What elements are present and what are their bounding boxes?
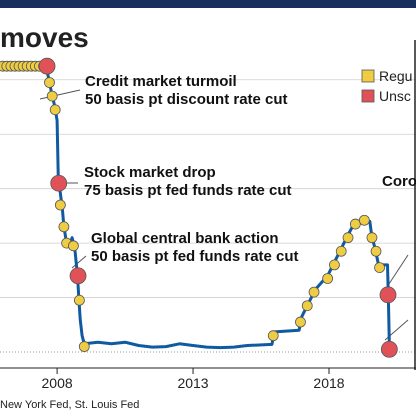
regular-cut-marker [73, 294, 85, 306]
annotation-text: Stock market drop [84, 164, 216, 181]
legend-label-regular: Regu [379, 68, 412, 84]
regular-cut-marker [342, 232, 354, 244]
regular-cut-marker [58, 221, 70, 233]
regular-cut-marker [54, 199, 66, 211]
source-note: New York Fed, St. Louis Fed [0, 399, 140, 411]
annotation-text: Credit market turmoil [85, 73, 237, 90]
regular-cut-marker [308, 286, 320, 298]
annotation-text: 50 basis pt fed funds rate cut [91, 248, 299, 265]
regular-cut-marker [370, 245, 382, 257]
regular-cut-marker [267, 330, 279, 342]
legend-swatch-regular [361, 69, 375, 83]
chart-title: moves [0, 22, 89, 53]
regular-cut-marker [46, 90, 58, 102]
regular-cut-marker [329, 259, 340, 271]
regular-cut-marker [44, 77, 55, 88]
regular-cut-marker [358, 214, 370, 226]
regular-cut-marker [366, 232, 378, 244]
regular-cut-marker [78, 341, 90, 352]
x-tick-label: 2008 [42, 375, 73, 391]
regular-cut-marker [349, 218, 361, 230]
regular-cut-marker [322, 273, 334, 284]
unscheduled-cut-marker [38, 57, 56, 75]
regular-cut-marker [295, 316, 306, 328]
unscheduled-cut-marker [380, 340, 398, 358]
top-bar [0, 0, 416, 8]
annotation-leader [71, 255, 87, 269]
x-tick-label: 2013 [177, 375, 208, 391]
unscheduled-cut-marker [69, 267, 87, 285]
regular-cut-marker [335, 245, 347, 257]
unscheduled-cut-marker [379, 286, 397, 304]
legend-label-unscheduled: Unsc [379, 88, 411, 104]
legend-swatch-unscheduled [361, 89, 375, 103]
regular-cut-marker [374, 262, 385, 274]
annotation-text: 50 basis pt discount rate cut [85, 91, 288, 108]
annotation-leader [39, 89, 81, 100]
regular-cut-marker [301, 300, 313, 312]
annotation-text: Global central bank action [91, 230, 279, 247]
regular-cut-marker [49, 104, 61, 116]
annotation-text: 75 basis pt fed funds rate cut [84, 182, 292, 199]
unscheduled-cut-marker [50, 174, 68, 192]
regular-cut-marker [68, 240, 79, 252]
x-tick-label: 2018 [313, 375, 344, 391]
annotation-text: Coro [382, 173, 416, 190]
